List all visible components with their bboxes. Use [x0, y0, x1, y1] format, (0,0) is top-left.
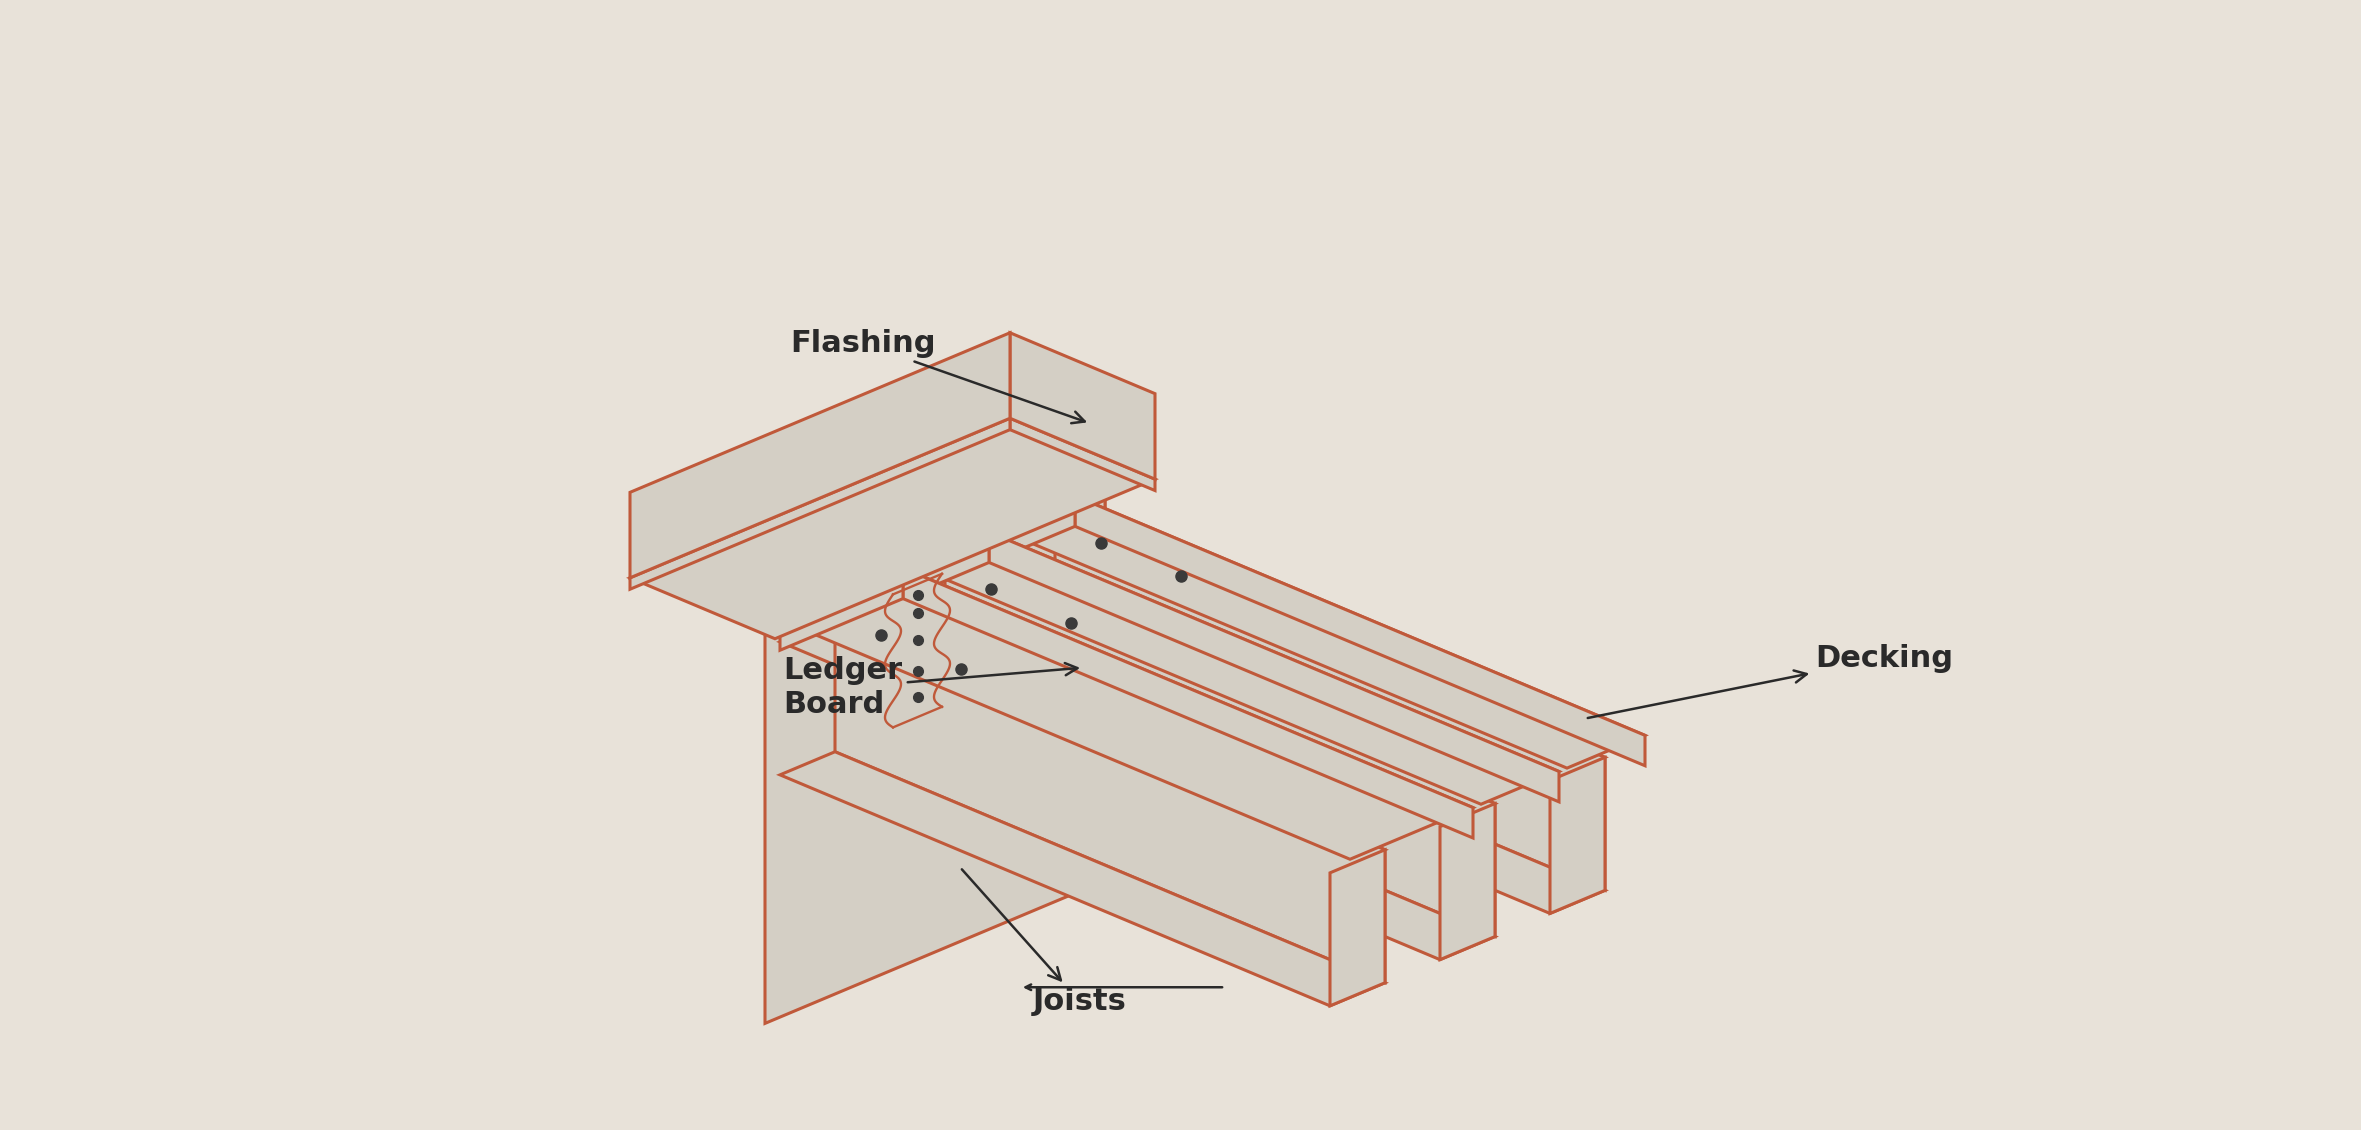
Polygon shape — [902, 568, 1473, 838]
Polygon shape — [779, 619, 1386, 872]
Polygon shape — [989, 532, 1558, 802]
Polygon shape — [1051, 373, 1105, 880]
Polygon shape — [1001, 527, 1605, 781]
Polygon shape — [996, 496, 1646, 768]
Polygon shape — [1001, 659, 1605, 913]
Polygon shape — [630, 332, 1011, 577]
Polygon shape — [1055, 527, 1605, 890]
Polygon shape — [944, 573, 1495, 937]
Polygon shape — [630, 418, 1155, 638]
Polygon shape — [1551, 757, 1605, 913]
Polygon shape — [1440, 803, 1495, 959]
Text: Joists: Joists — [961, 869, 1126, 1016]
Text: Ledger
Board: Ledger Board — [784, 657, 1077, 719]
Polygon shape — [836, 619, 1386, 983]
Polygon shape — [1329, 850, 1386, 1006]
Polygon shape — [911, 532, 1558, 805]
Polygon shape — [779, 751, 1386, 1006]
Polygon shape — [911, 532, 989, 596]
Polygon shape — [1011, 418, 1155, 490]
Polygon shape — [779, 568, 1473, 859]
Text: Decking: Decking — [1587, 644, 1953, 718]
Polygon shape — [630, 418, 1011, 589]
Polygon shape — [890, 573, 1495, 827]
Polygon shape — [765, 397, 1105, 1024]
Text: Flashing: Flashing — [791, 329, 1084, 424]
Polygon shape — [1074, 496, 1646, 766]
Polygon shape — [996, 496, 1074, 559]
Polygon shape — [890, 705, 1495, 959]
Polygon shape — [711, 373, 1105, 539]
Polygon shape — [779, 568, 902, 650]
Polygon shape — [1011, 332, 1155, 479]
